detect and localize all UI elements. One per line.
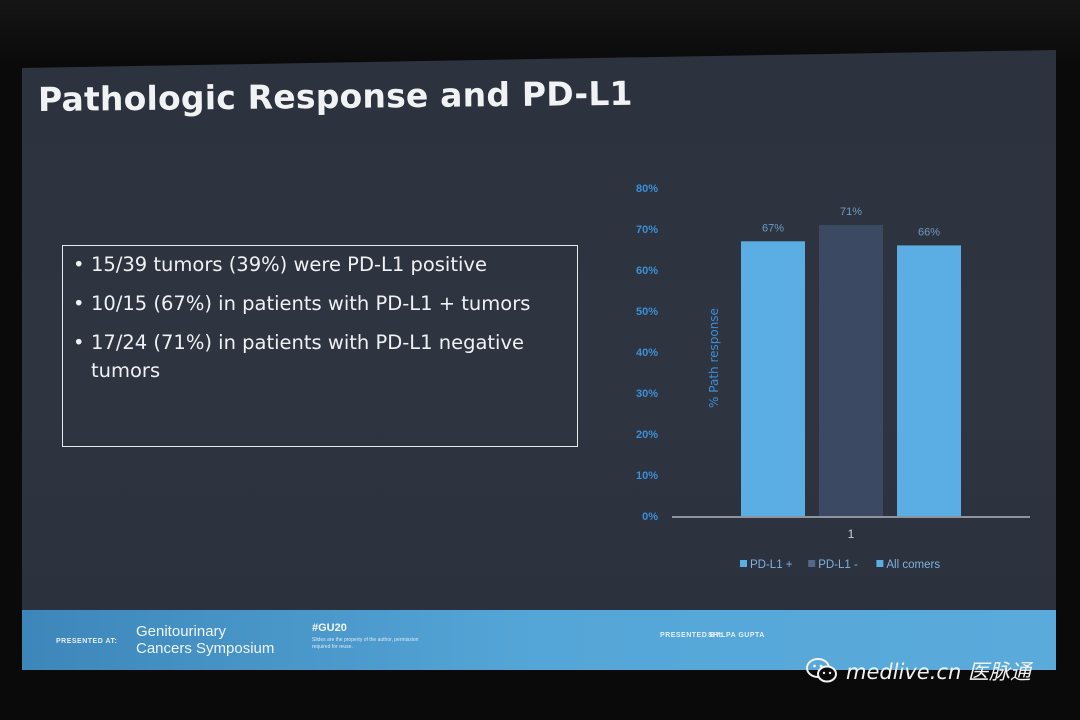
bullet-item: 15/39 tumors (39%) were PD-L1 positive: [73, 251, 561, 279]
y-tick-label: 0%: [642, 511, 658, 523]
y-tick-label: 80%: [636, 183, 658, 195]
presented-by-label: PRESENTED BY:: [660, 632, 723, 639]
presented-at-label: PRESENTED AT:: [56, 638, 118, 645]
bar-chart: 0% 10% 20% 30% 40% 50% 60% 70% 80% % Path respons…: [636, 183, 1030, 570]
slide-title: Pathologic Response and PD-L1: [37, 73, 633, 119]
y-tick-label: 20%: [636, 429, 658, 441]
presenter-name: SHILPA GUPTA: [708, 632, 765, 639]
y-tick-label: 40%: [636, 347, 658, 359]
watermark: medlive.cn 医脉通: [806, 656, 1031, 686]
symposium-logo: Genitourinary Cancers Symposium: [136, 623, 274, 657]
bar-pd-l1: [741, 241, 805, 517]
bar-all-comers: [897, 245, 961, 516]
y-tick-label: 70%: [636, 224, 658, 236]
presentation-slide: Pathologic Response and PD-L1 15/39 tumo…: [22, 50, 1056, 670]
x-tick-label: 1: [848, 527, 855, 541]
bar-pd-l1: [819, 224, 883, 516]
symposium-name-line2: Cancers Symposium: [136, 640, 275, 657]
wechat-icon: [806, 658, 837, 683]
legend-swatch: [876, 560, 884, 567]
y-tick-label: 30%: [636, 388, 658, 400]
legend-label: PD-L1 -: [818, 559, 858, 570]
watermark-text: medlive.cn 医脉通: [846, 660, 1031, 684]
legend-label: PD-L1 +: [750, 559, 793, 570]
copyright-note: Slides are the property of the author, p…: [312, 637, 419, 650]
legend-swatch: [808, 560, 816, 567]
bar-data-label: 67%: [762, 222, 784, 234]
bullet-item: 17/24 (71%) in patients with PD-L1 negat…: [73, 329, 561, 385]
bar-data-label: 66%: [918, 226, 940, 238]
y-tick-label: 50%: [636, 306, 658, 318]
slide-footer: PRESENTED AT: Genitourinary Cancers Symp…: [22, 610, 1056, 670]
bullet-box: 15/39 tumors (39%) were PD-L1 positive 1…: [62, 245, 578, 447]
symposium-name-line1: Genitourinary: [136, 623, 227, 640]
hashtag: #GU20: [312, 622, 347, 634]
room-background: [0, 0, 1080, 60]
y-tick-label: 60%: [636, 265, 658, 277]
bullet-item: 10/15 (67%) in patients with PD-L1 + tum…: [73, 290, 561, 318]
legend-swatch: [740, 560, 747, 567]
y-tick-label: 10%: [636, 470, 658, 482]
legend-label: All comers: [886, 559, 940, 570]
bullet-list: 15/39 tumors (39%) were PD-L1 positive 1…: [73, 251, 561, 385]
bar-data-label: 71%: [840, 206, 862, 218]
y-axis-title: % Path response: [707, 308, 721, 408]
